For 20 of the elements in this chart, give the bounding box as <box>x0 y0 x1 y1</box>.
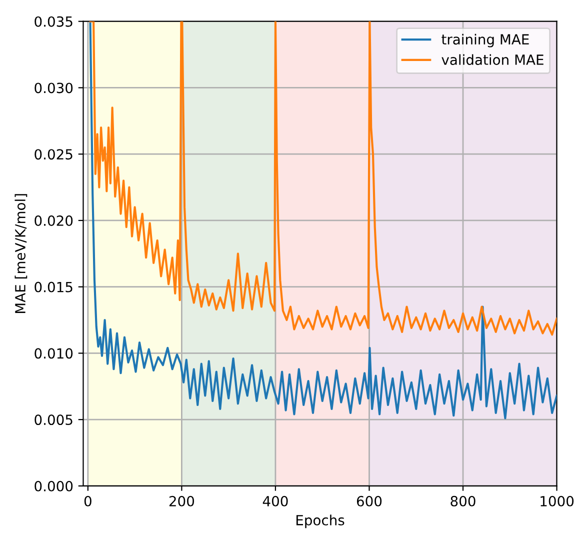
legend-label: training MAE <box>442 34 529 48</box>
y-tick-label: 0.020 <box>34 215 73 226</box>
x-tick-label: 0 <box>84 496 92 506</box>
y-tick-label: 0.025 <box>34 149 72 160</box>
y-tick-label: 0.010 <box>34 348 73 359</box>
legend-label: validation MAE <box>442 54 544 65</box>
x-axis-title: Epochs <box>296 514 344 528</box>
y-tick-label: 0.035 <box>34 16 72 27</box>
line-series <box>89 21 557 420</box>
y-tick-label: 0.030 <box>34 82 73 94</box>
x-tick-label: 1000 <box>540 496 574 506</box>
x-tick-label: 200 <box>169 496 194 506</box>
y-axis-title: MAE [meV/K/mol] <box>14 194 28 314</box>
y-tick-label: 0.015 <box>34 282 72 292</box>
x-tick-label: 800 <box>450 496 476 506</box>
x-tick-label: 400 <box>262 496 288 506</box>
y-tick-label: 0.005 <box>34 414 72 426</box>
line-series <box>89 21 557 336</box>
y-tick-label: 0.000 <box>34 480 73 492</box>
x-tick-label: 600 <box>356 496 382 506</box>
